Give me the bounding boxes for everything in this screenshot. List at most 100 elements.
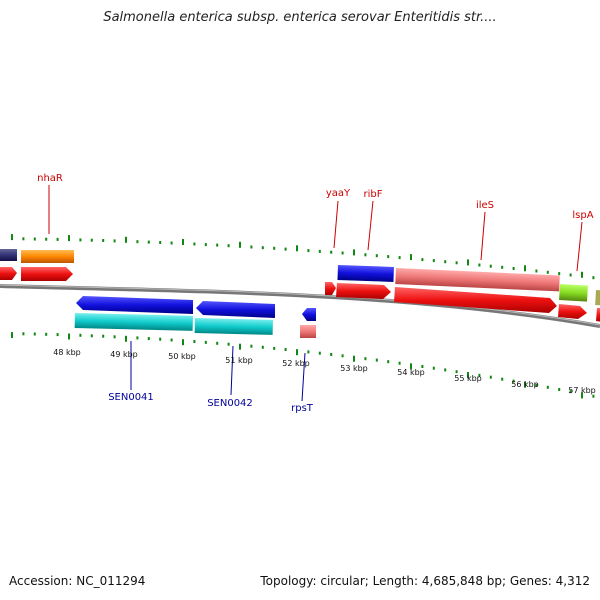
outer-ring-tick [489, 264, 492, 268]
gene-yaaY[interactable] [337, 265, 394, 282]
inner-ring-tick [330, 353, 333, 356]
cds-ribF[interactable] [336, 283, 391, 299]
outer-ring-tick [421, 258, 424, 262]
outer-ring-tick [318, 249, 321, 253]
inner-ring-tick [307, 350, 310, 354]
label-lspA[interactable]: lspA [572, 210, 593, 221]
label-rpsT[interactable]: rpsT [291, 403, 314, 414]
inner-ring-tick [569, 390, 572, 394]
genome-backbone [0, 284, 600, 328]
outer-ring-tick [307, 249, 310, 253]
outer-tick-ring [11, 234, 595, 280]
outer-ring-tick [33, 237, 36, 241]
gene-ileS[interactable] [395, 268, 560, 292]
outer-ring-tick [113, 239, 116, 243]
label-ileS[interactable]: ileS [476, 200, 494, 211]
gene-edge-right[interactable] [595, 290, 600, 306]
inner-ring-tick [387, 360, 390, 364]
outer-ring-tick [364, 253, 367, 257]
outer-ring-tick [216, 243, 219, 247]
inner-ring-tick [524, 381, 526, 388]
inner-ring-tick [467, 372, 469, 378]
leader-rpsT [301, 352, 306, 402]
outer-ring-tick [261, 246, 264, 250]
inner-ring-tick [375, 358, 378, 362]
cds-lspA[interactable] [558, 304, 587, 319]
label-SEN0041[interactable]: SEN0041 [108, 392, 154, 403]
outer-ring-tick [22, 237, 25, 241]
inner-ring-tick [216, 341, 219, 345]
outer-ring-tick [592, 276, 595, 280]
label-ribF[interactable]: ribF [364, 189, 383, 200]
inner-ring-tick [512, 379, 515, 383]
cds-yaaY[interactable] [325, 282, 336, 295]
inner-ring-tick [182, 339, 184, 346]
cds-left-1[interactable] [0, 267, 17, 280]
inner-ring-tick [90, 334, 93, 338]
leader-ileS [480, 211, 486, 261]
outer-ring-tick [353, 249, 355, 256]
cds-SEN0042[interactable] [196, 301, 275, 318]
label-yaaY[interactable]: yaaY [326, 188, 351, 199]
tick-label-48kbp: 48 kbp [53, 348, 81, 357]
gene-SEN0042[interactable] [194, 318, 273, 335]
outer-ring-tick [432, 259, 435, 263]
forward-features [0, 249, 600, 322]
outer-ring-tick [501, 265, 504, 269]
gene-nhaR[interactable] [21, 250, 74, 263]
cds-rpsT[interactable] [302, 308, 316, 321]
outer-ring-tick [410, 254, 412, 261]
inner-ring-tick [193, 340, 196, 343]
inner-ring-tick [546, 385, 549, 389]
inner-ring-tick [501, 377, 504, 381]
inner-ring-tick [398, 361, 401, 365]
tick-label-50kbp: 50 kbp [168, 352, 196, 361]
inner-ring-tick [204, 340, 207, 344]
label-nhaR[interactable]: nhaR [37, 173, 63, 184]
inner-ring-tick [239, 343, 241, 350]
gene-lspA[interactable] [559, 284, 588, 302]
inner-ring-tick [284, 348, 287, 351]
outer-ring-tick [90, 238, 93, 242]
gene-navy-left[interactable] [0, 249, 17, 261]
tick-label-49kbp: 49 kbp [110, 350, 138, 359]
outer-ring-tick [273, 246, 276, 250]
inner-tick-ring [11, 332, 595, 399]
inner-ring-tick [147, 337, 150, 341]
label-SEN0042[interactable]: SEN0042 [207, 398, 253, 409]
outer-ring-tick [159, 241, 162, 244]
cds-nhaR[interactable] [21, 267, 73, 281]
inner-ring-tick [170, 338, 173, 342]
inner-ring-tick [250, 344, 253, 348]
outer-ring-tick [535, 269, 538, 273]
outer-ring-tick [296, 245, 298, 252]
leader-yaaY [333, 200, 339, 249]
inner-ring-tick [410, 363, 412, 370]
leader-ribF [367, 200, 374, 251]
accession-label: Accession: NC_011294 [9, 574, 146, 588]
gene-SEN0041[interactable] [74, 313, 193, 331]
tick-label-56kbp: 56 kbp [511, 380, 539, 389]
outer-ring-tick [581, 271, 583, 278]
outer-ring-tick [204, 243, 207, 247]
cds-ileS[interactable] [394, 287, 557, 313]
inner-ring-tick [261, 345, 264, 349]
outer-ring-tick [227, 244, 230, 248]
inner-ring-tick [432, 366, 435, 370]
outer-ring-tick [147, 240, 150, 244]
outer-ring-tick [250, 245, 253, 249]
cds-SEN0041[interactable] [76, 296, 193, 314]
cds-edge-right[interactable] [596, 308, 600, 322]
outer-ring-tick [79, 238, 82, 242]
inner-ring-tick [341, 354, 344, 358]
tick-label-57kbp: 57 kbp [568, 386, 596, 395]
gene-rpsT[interactable] [300, 325, 316, 338]
outer-ring-tick [170, 241, 173, 245]
tick-label-51kbp: 51 kbp [225, 356, 253, 365]
inner-ring-tick [535, 383, 538, 387]
outer-ring-tick [341, 251, 344, 255]
inner-ring-tick [22, 332, 25, 336]
outer-ring-tick [444, 260, 447, 264]
outer-ring-tick [512, 267, 515, 270]
